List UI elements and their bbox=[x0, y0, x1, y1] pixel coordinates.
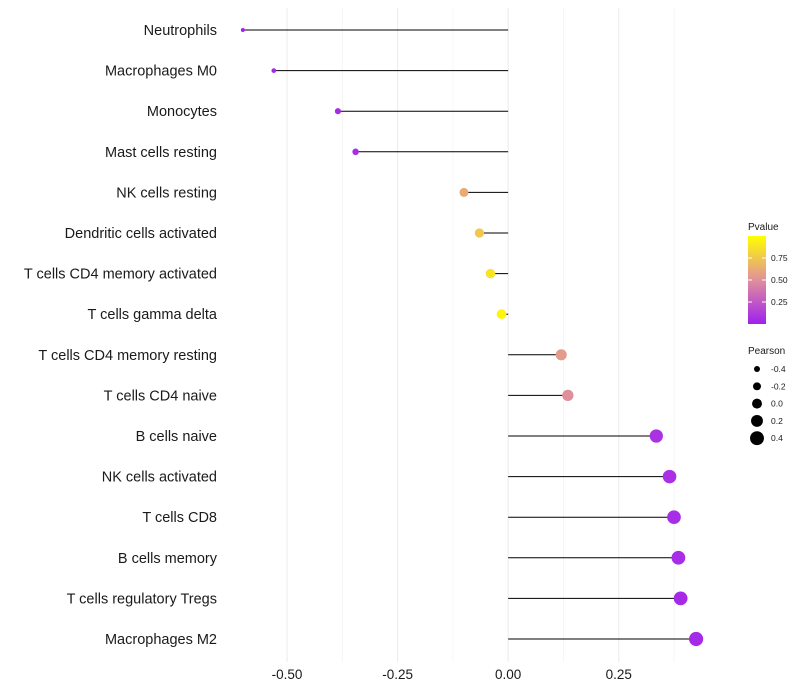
pearson-legend-key bbox=[750, 431, 764, 446]
lollipop-point bbox=[555, 349, 567, 361]
pvalue-legend-title: Pvalue bbox=[748, 222, 779, 233]
category-label: T cells CD4 naive bbox=[104, 388, 217, 404]
pearson-legend-label: -0.2 bbox=[771, 381, 786, 391]
lollipop-point bbox=[474, 228, 485, 238]
category-labels: Neutrophils Macrophages M0 Monocytes Mast c… bbox=[24, 23, 218, 648]
lollipop-point bbox=[649, 429, 663, 443]
x-tick-label: -0.50 bbox=[272, 667, 303, 682]
lollipop-point bbox=[689, 631, 704, 647]
x-tick-label: -0.25 bbox=[382, 667, 413, 682]
lollipop-point bbox=[673, 591, 688, 606]
category-label: T cells CD8 bbox=[142, 510, 217, 526]
category-label: Mast cells resting bbox=[105, 145, 217, 161]
category-label: T cells CD4 memory resting bbox=[38, 348, 217, 364]
lollipop-points bbox=[240, 28, 704, 647]
pvalue-legend-label: 0.50 bbox=[771, 275, 788, 285]
grid-lines bbox=[286, 8, 675, 662]
category-label: NK cells activated bbox=[102, 470, 217, 486]
category-label: B cells naive bbox=[136, 429, 217, 445]
lollipop-point bbox=[496, 309, 507, 320]
category-label: NK cells resting bbox=[116, 185, 217, 201]
pearson-legend-title: Pearson bbox=[748, 346, 785, 357]
category-label: T cells regulatory Tregs bbox=[67, 591, 217, 607]
pvalue-legend-label: 0.75 bbox=[771, 253, 788, 263]
category-label: Dendritic cells activated bbox=[65, 226, 217, 242]
pearson-legend: Pearson -0.4 -0.2 0.0 0.2 0.4 bbox=[748, 346, 786, 446]
category-label: T cells CD4 memory activated bbox=[24, 267, 217, 283]
pvalue-legend: Pvalue 0.25 0.50 0.75 bbox=[748, 222, 788, 324]
pearson-legend-key bbox=[753, 382, 761, 391]
category-label: Macrophages M2 bbox=[105, 632, 217, 648]
lollipop-point bbox=[671, 550, 686, 565]
category-label: B cells memory bbox=[118, 551, 218, 567]
lollipop-stems bbox=[242, 29, 697, 640]
pearson-legend-label: 0.2 bbox=[771, 416, 783, 426]
category-label: Neutrophils bbox=[144, 23, 217, 39]
pearson-legend-label: -0.4 bbox=[771, 364, 786, 374]
pearson-legend-key bbox=[754, 366, 760, 372]
pvalue-colorbar bbox=[748, 236, 766, 324]
category-label: Macrophages M0 bbox=[105, 64, 217, 80]
pearson-legend-key bbox=[751, 414, 763, 427]
lollipop-point bbox=[667, 510, 681, 525]
category-label: Monocytes bbox=[147, 104, 217, 120]
x-tick-label: 0.25 bbox=[606, 667, 632, 682]
lollipop-point bbox=[662, 469, 677, 484]
pearson-legend-label: 0.4 bbox=[771, 433, 783, 443]
pearson-legend-label: 0.0 bbox=[771, 399, 783, 409]
pvalue-legend-label: 0.25 bbox=[771, 297, 788, 307]
lollipop-point bbox=[271, 68, 277, 73]
x-tick-label: 0.00 bbox=[495, 667, 521, 682]
lollipop-point bbox=[240, 28, 245, 32]
lollipop-point bbox=[459, 187, 469, 197]
pearson-legend-key bbox=[752, 398, 762, 409]
category-label: T cells gamma delta bbox=[88, 307, 218, 323]
lollipop-point bbox=[334, 108, 341, 115]
lollipop-point bbox=[352, 148, 359, 156]
lollipop-point bbox=[485, 268, 496, 279]
x-axis-tick-labels: -0.50 -0.25 0.00 0.25 bbox=[272, 667, 632, 682]
lollipop-point bbox=[562, 389, 574, 402]
